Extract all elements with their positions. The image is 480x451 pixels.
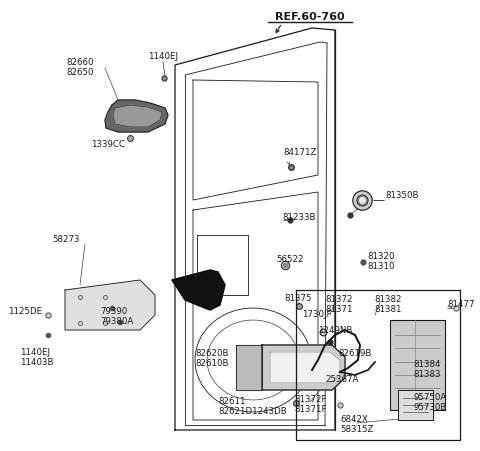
Polygon shape — [172, 270, 225, 310]
Text: 81372
81371: 81372 81371 — [325, 295, 352, 314]
Text: 1140EJ
11403B: 1140EJ 11403B — [20, 348, 53, 368]
Bar — [390, 320, 445, 410]
Text: 82620B
82610B: 82620B 82610B — [195, 349, 228, 368]
Text: 81320: 81320 — [367, 252, 395, 261]
Text: 81384
81383: 81384 81383 — [413, 360, 441, 379]
Text: 82660
82650: 82660 82650 — [66, 58, 94, 78]
Text: 25367A: 25367A — [325, 375, 359, 384]
Text: 58273: 58273 — [52, 235, 80, 244]
Text: 81372F
81371F: 81372F 81371F — [294, 395, 326, 414]
Polygon shape — [65, 280, 155, 330]
Text: 1249NB: 1249NB — [318, 326, 352, 335]
Polygon shape — [262, 345, 345, 390]
Text: 81310: 81310 — [367, 262, 395, 271]
Bar — [398, 390, 433, 420]
Text: 81233B: 81233B — [282, 213, 315, 222]
Text: 1125DE: 1125DE — [8, 307, 42, 316]
Text: 82611
82621D1243DB: 82611 82621D1243DB — [218, 397, 287, 416]
Polygon shape — [236, 345, 262, 390]
Text: 6842X
58315Z: 6842X 58315Z — [340, 415, 373, 434]
Polygon shape — [105, 100, 168, 132]
Text: 81477: 81477 — [447, 300, 475, 309]
Text: 1339CC: 1339CC — [91, 140, 125, 149]
Text: 95750A
95730B: 95750A 95730B — [413, 393, 446, 412]
Text: 56522: 56522 — [276, 255, 303, 264]
Polygon shape — [113, 105, 162, 127]
Text: 1730JF: 1730JF — [302, 310, 332, 319]
Text: 81382
81381: 81382 81381 — [374, 295, 401, 314]
Text: REF.60-760: REF.60-760 — [275, 12, 345, 22]
Text: 81375: 81375 — [284, 294, 312, 303]
Text: 79390
79380A: 79390 79380A — [100, 307, 133, 327]
Text: 84171Z: 84171Z — [283, 148, 316, 157]
Text: 81350B: 81350B — [385, 190, 419, 199]
Polygon shape — [270, 352, 340, 383]
Text: 1140EJ: 1140EJ — [148, 52, 178, 61]
Text: 82619B: 82619B — [338, 349, 372, 358]
